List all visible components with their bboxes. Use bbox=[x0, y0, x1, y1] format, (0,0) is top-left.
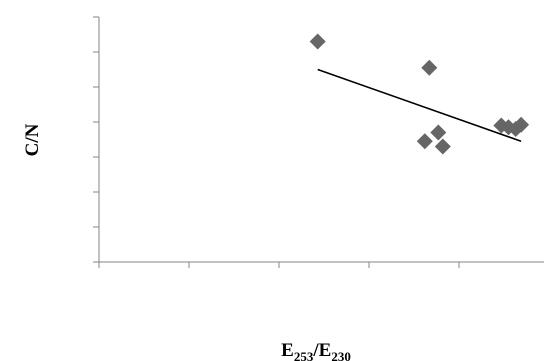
x-axis-title-subscript-2: 230 bbox=[331, 349, 351, 361]
x-axis-title-separator: /E bbox=[312, 340, 331, 361]
trendline bbox=[317, 68, 522, 143]
x-axis-title: E253/E230 bbox=[281, 340, 351, 361]
data-point-5 bbox=[434, 138, 451, 155]
data-point-9 bbox=[513, 116, 530, 133]
data-point-1 bbox=[309, 33, 326, 50]
y-axis-title: C/N bbox=[22, 123, 43, 156]
x-axis-title-subscript-1: 253 bbox=[294, 349, 314, 361]
x-axis-ticks bbox=[98, 262, 460, 268]
y-axis-ticks bbox=[93, 16, 99, 263]
data-point-4 bbox=[430, 124, 447, 141]
data-points bbox=[309, 33, 530, 155]
axes bbox=[93, 16, 544, 268]
x-axis-title-base: E bbox=[281, 340, 294, 361]
data-point-2 bbox=[421, 59, 438, 76]
data-point-3 bbox=[416, 133, 433, 150]
plot-area bbox=[309, 33, 530, 155]
